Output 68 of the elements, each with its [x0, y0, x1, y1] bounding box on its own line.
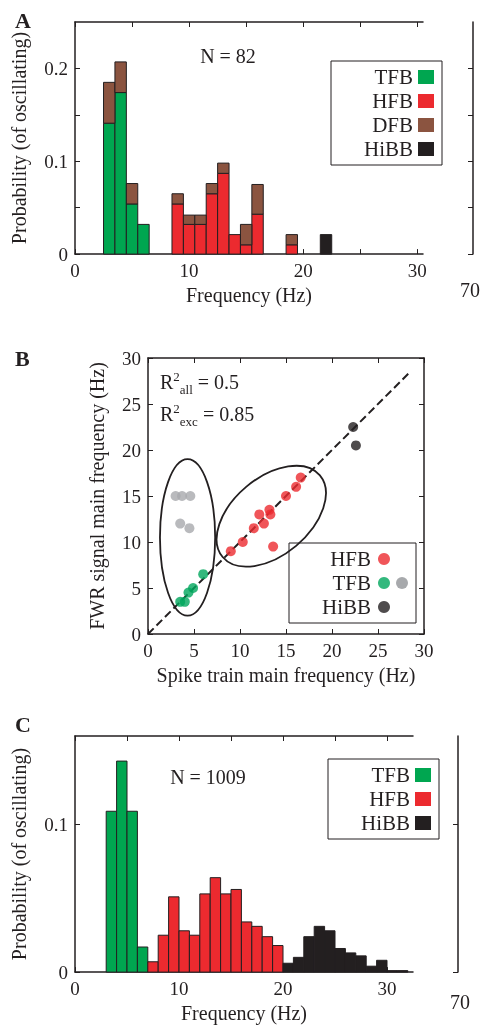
x-tick-label: 20: [293, 260, 313, 282]
point: [198, 569, 209, 580]
y-axis-title: Probability (of oscillating): [8, 31, 31, 245]
x-axis-title: Frequency (Hz): [185, 284, 313, 307]
point: [295, 472, 306, 483]
x-tick-label: 30: [414, 640, 434, 661]
legend-label: HFB: [369, 787, 410, 811]
y-tick-label: 0.1: [44, 814, 68, 836]
y-tick-label: 0: [58, 961, 68, 983]
x-tick-label: 10: [230, 640, 250, 661]
point: [258, 518, 269, 529]
point: [177, 491, 188, 501]
y-tick-label: 0: [58, 243, 68, 265]
x-tick-label: 30: [377, 978, 397, 1000]
y-tick-label: 0: [131, 623, 141, 645]
point: [348, 422, 359, 432]
legend-label: HiBB: [363, 137, 413, 161]
legend-label: HiBB: [321, 595, 371, 619]
y-tick-label: 5: [131, 577, 141, 599]
y-tick-label: 20: [122, 439, 141, 461]
chart-title: A: [15, 7, 31, 33]
chart-title: C: [15, 711, 31, 737]
legend-label: TFB: [371, 763, 410, 787]
y-tick-label: 15: [122, 485, 141, 507]
point: [225, 546, 236, 557]
y-tick-label: 10: [122, 531, 141, 553]
y-tick-label: 0.1: [44, 150, 68, 172]
point: [237, 537, 248, 547]
x-tick-label: 20: [273, 978, 293, 1000]
point: [254, 509, 265, 520]
x-tick-label: 10: [169, 978, 189, 1000]
x-axis-title: Frequency (Hz): [180, 1002, 308, 1025]
y-tick-label: 30: [122, 347, 141, 369]
x-tick-label: 20: [322, 640, 342, 661]
legend-label: TFB: [374, 65, 413, 89]
point: [265, 509, 276, 520]
y-axis-title: FWR signal main frequency (Hz): [86, 362, 109, 630]
x-tick-label: 30: [407, 260, 427, 282]
x-tick-label: 25: [368, 640, 388, 661]
x-axis-title: Spike train main frequency (Hz): [156, 663, 416, 687]
point: [188, 583, 199, 593]
point: [291, 481, 302, 492]
annotation: R$^{2}$$_{all}$ = 0.5: [160, 369, 240, 397]
legend-label: HFB: [372, 89, 413, 113]
point: [281, 491, 291, 501]
point: [185, 491, 196, 501]
point: [248, 523, 259, 534]
annotation: N = 82: [200, 45, 256, 67]
legend-label: HiBB: [360, 811, 410, 835]
y-axis-title: Probability (of oscillating): [8, 747, 31, 961]
text: 70: [450, 991, 470, 1013]
legend-label: DFB: [372, 113, 413, 137]
y-tick-label: 0.2: [44, 57, 68, 79]
point: [268, 541, 279, 552]
y-tick-label: 25: [122, 393, 141, 415]
point: [184, 523, 195, 534]
text: 70: [460, 279, 480, 301]
x-tick-label: 15: [276, 640, 296, 661]
x-tick-label: 10: [179, 260, 199, 282]
point: [175, 518, 186, 529]
chart-title: B: [15, 345, 30, 371]
annotation: N = 1009: [170, 766, 246, 788]
legend-label: TFB: [332, 571, 371, 595]
legend-label: HFB: [330, 547, 371, 571]
point: [350, 440, 361, 451]
annotation: R$^{2}$$_{exc}$ = 0.85: [160, 401, 255, 429]
point: [179, 596, 190, 607]
x-tick-label: 5: [189, 640, 199, 661]
